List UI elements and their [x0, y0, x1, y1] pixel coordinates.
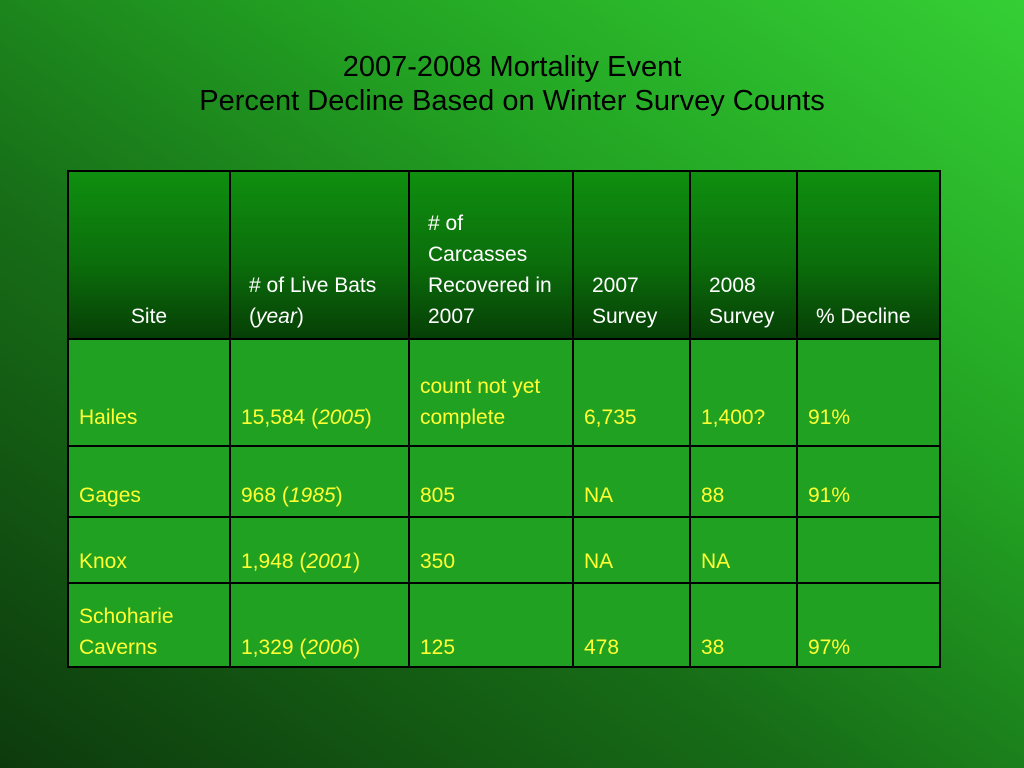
table-header-row: Site # of Live Bats (year) # of Carcasse…: [67, 170, 941, 340]
cell-live-count: 1,329 (: [241, 636, 307, 659]
slide-title: 2007-2008 Mortality Event Percent Declin…: [0, 50, 1024, 118]
cell-carcasses: 805: [408, 445, 574, 518]
header-decline: % Decline: [796, 170, 941, 340]
cell-carcasses: count not yet complete: [408, 338, 574, 447]
cell-decline: [796, 516, 941, 584]
cell-2007-survey: 478: [572, 582, 691, 668]
header-live-bats: # of Live Bats (year): [229, 170, 410, 340]
cell-live-bats: 968 (1985): [229, 445, 410, 518]
cell-live-close: ): [353, 550, 361, 573]
cell-2008-survey: 1,400?: [689, 338, 798, 447]
cell-carcasses: 125: [408, 582, 574, 668]
cell-2008-survey: 88: [689, 445, 798, 518]
cell-site: Schoharie Caverns: [67, 582, 231, 668]
cell-decline: 91%: [796, 445, 941, 518]
header-2008-survey: 2008 Survey: [689, 170, 798, 340]
cell-site: Gages: [67, 445, 231, 518]
cell-live-count: 1,948 (: [241, 550, 307, 573]
title-line-2: Percent Decline Based on Winter Survey C…: [199, 85, 825, 117]
header-carcasses: # of Carcasses Recovered in 2007: [408, 170, 574, 340]
header-live-bats-year: year: [256, 305, 297, 328]
table-row: Gages 968 (1985) 805 NA 88 91%: [67, 445, 941, 518]
cell-2008-survey: 38: [689, 582, 798, 668]
cell-2008-survey: NA: [689, 516, 798, 584]
cell-live-bats: 1,329 (2006): [229, 582, 410, 668]
table-row: Schoharie Caverns 1,329 (2006) 125 478 3…: [67, 582, 941, 668]
cell-decline: 91%: [796, 338, 941, 447]
cell-carcasses: 350: [408, 516, 574, 584]
cell-live-count: 15,584 (: [241, 406, 319, 429]
cell-decline: 97%: [796, 582, 941, 668]
cell-live-count: 968 (: [241, 484, 289, 507]
cell-live-close: ): [335, 484, 343, 507]
survey-table: Site # of Live Bats (year) # of Carcasse…: [67, 170, 941, 668]
cell-2007-survey: NA: [572, 516, 691, 584]
cell-live-close: ): [353, 636, 361, 659]
cell-live-bats: 1,948 (2001): [229, 516, 410, 584]
header-live-bats-suffix: ): [296, 305, 304, 328]
header-2007-survey: 2007 Survey: [572, 170, 691, 340]
cell-2007-survey: 6,735: [572, 338, 691, 447]
cell-2007-survey: NA: [572, 445, 691, 518]
cell-live-bats: 15,584 (2005): [229, 338, 410, 447]
header-site: Site: [67, 170, 231, 340]
table-row: Hailes 15,584 (2005) count not yet compl…: [67, 338, 941, 447]
cell-live-year: 2005: [318, 406, 365, 429]
cell-site: Hailes: [67, 338, 231, 447]
table-row: Knox 1,948 (2001) 350 NA NA: [67, 516, 941, 584]
header-live-bats-prefix: # of Live Bats (: [249, 274, 377, 328]
cell-live-year: 2006: [306, 636, 354, 659]
cell-live-year: 2001: [306, 550, 354, 573]
cell-live-close: ): [364, 406, 372, 429]
title-line-1: 2007-2008 Mortality Event: [342, 51, 682, 83]
cell-site: Knox: [67, 516, 231, 584]
cell-live-year: 1985: [288, 484, 336, 507]
